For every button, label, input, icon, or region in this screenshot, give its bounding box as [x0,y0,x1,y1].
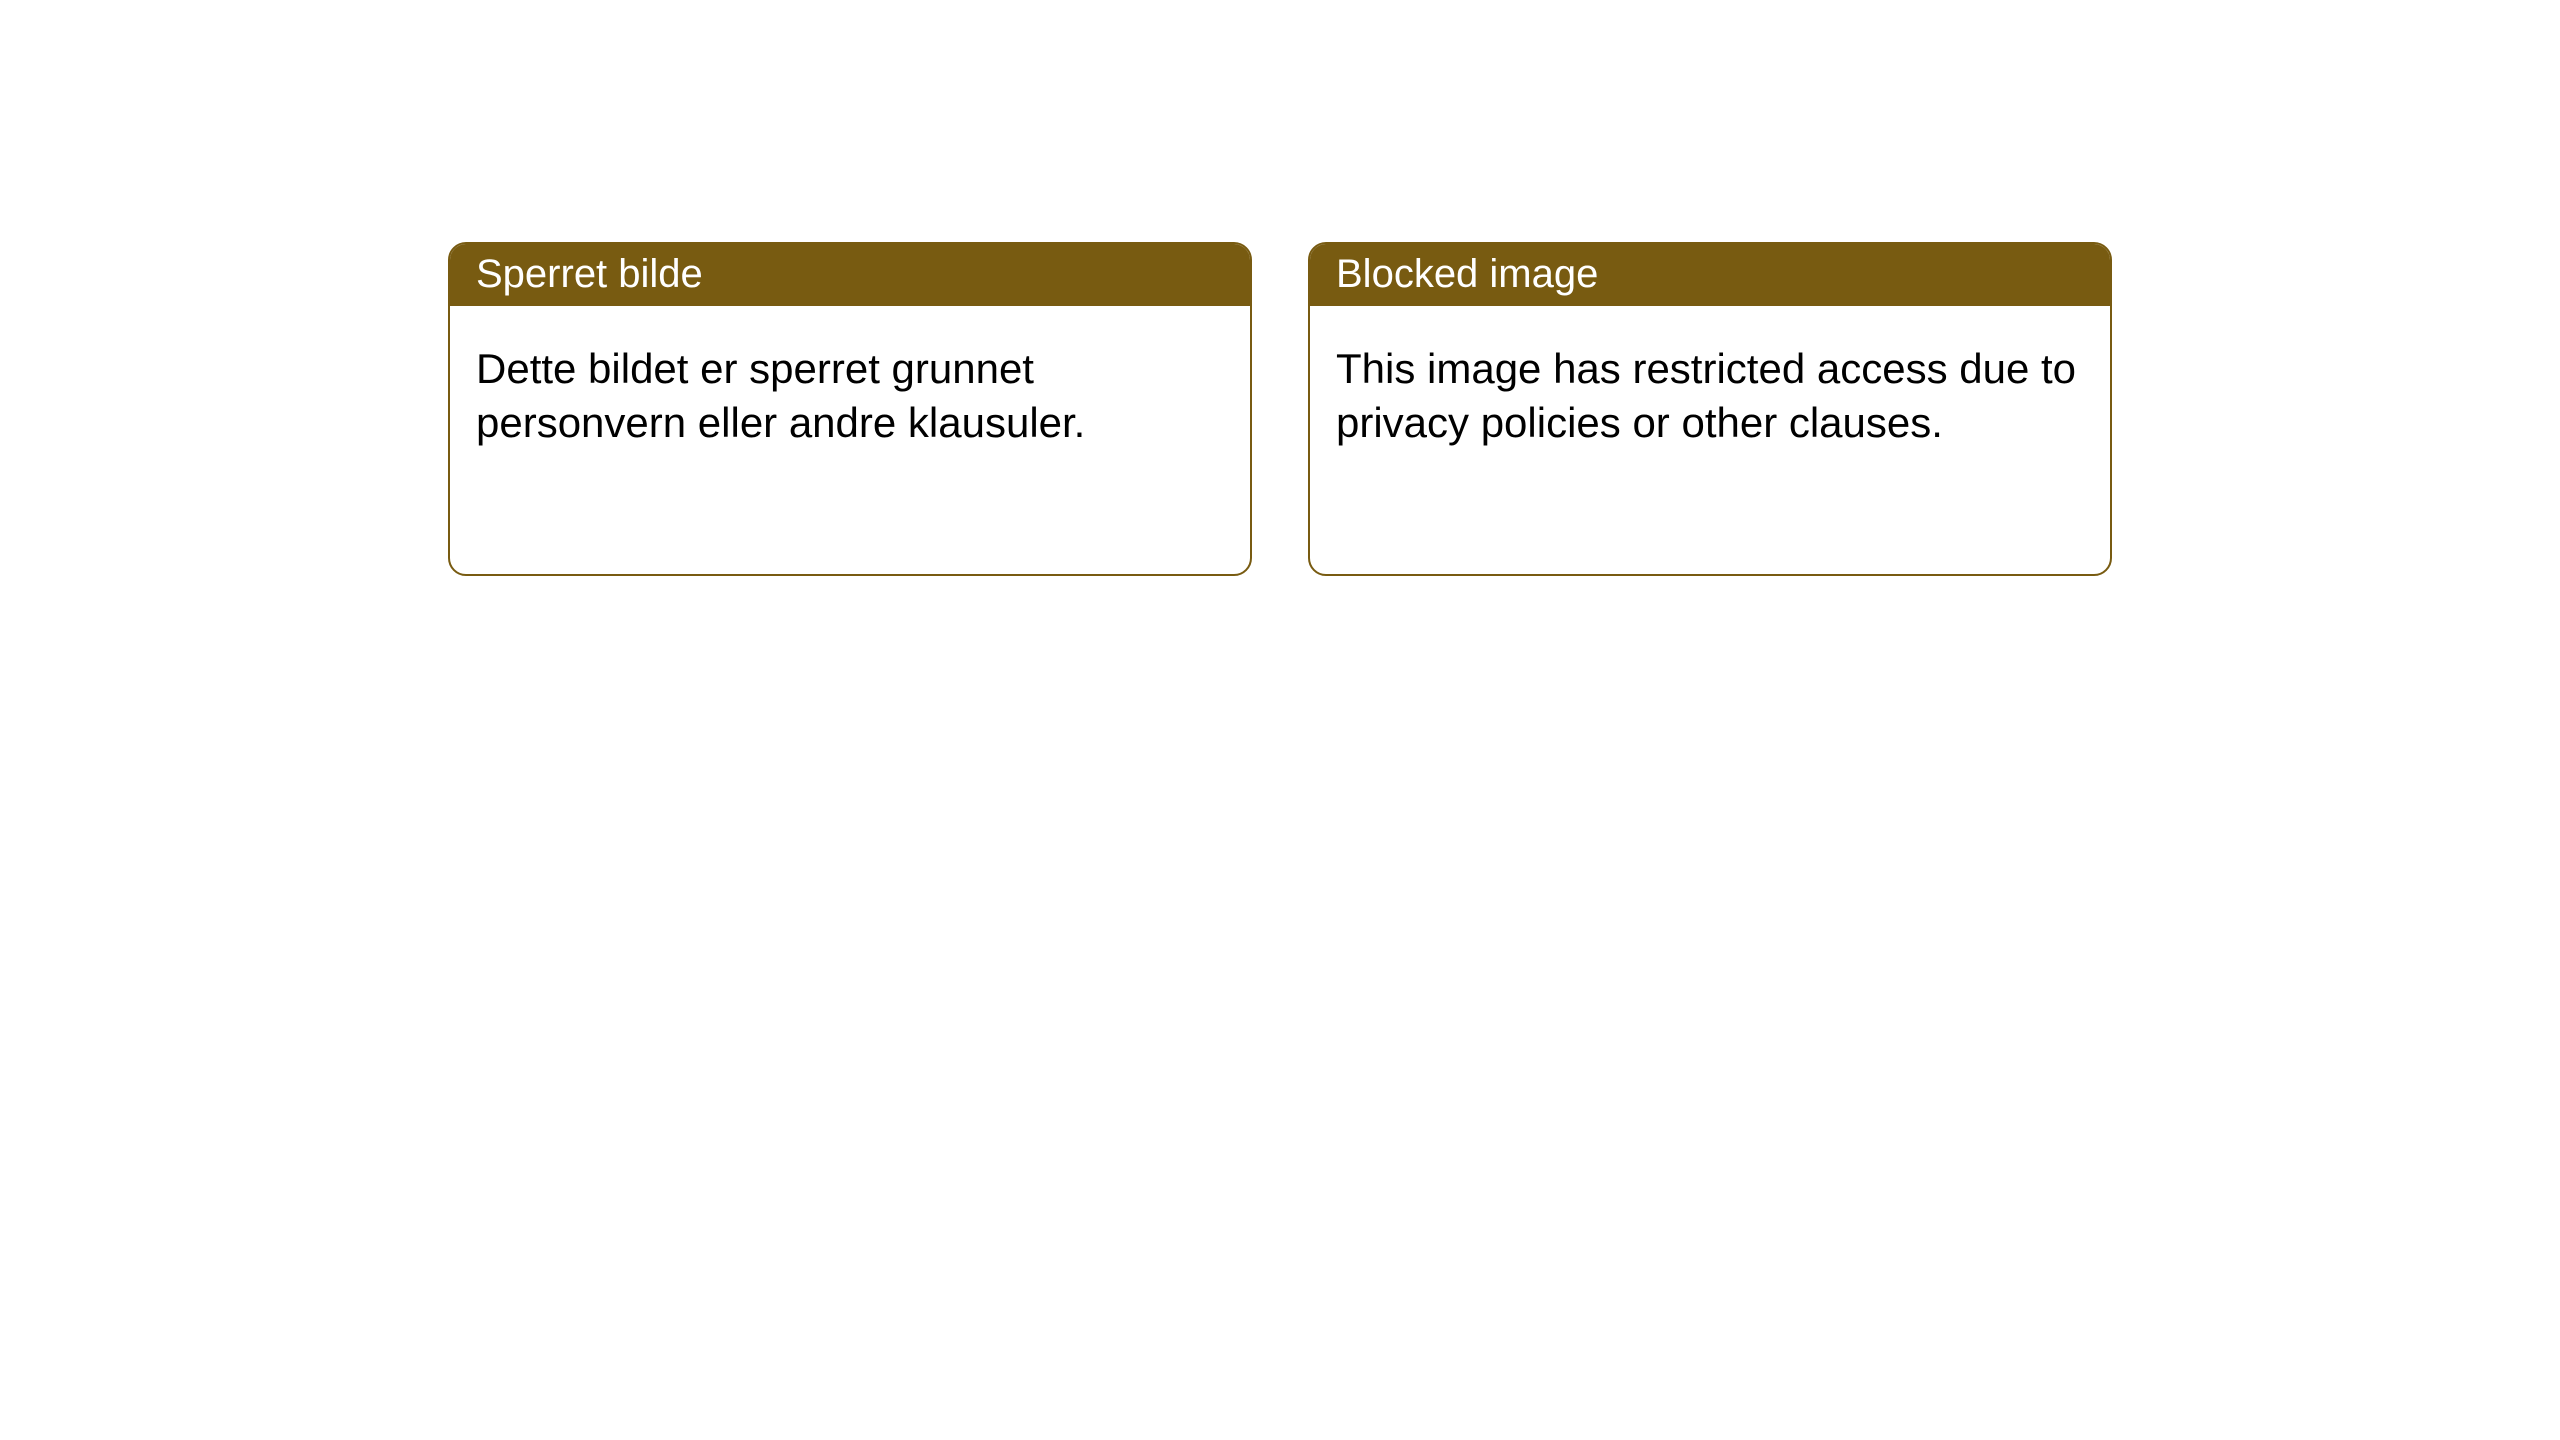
card-body: Dette bildet er sperret grunnet personve… [450,306,1250,466]
cards-container: Sperret bilde Dette bildet er sperret gr… [0,0,2560,576]
card-body: This image has restricted access due to … [1310,306,2110,466]
card-blocked-no: Sperret bilde Dette bildet er sperret gr… [448,242,1252,576]
card-blocked-en: Blocked image This image has restricted … [1308,242,2112,576]
card-title: Blocked image [1310,244,2110,306]
card-title: Sperret bilde [450,244,1250,306]
